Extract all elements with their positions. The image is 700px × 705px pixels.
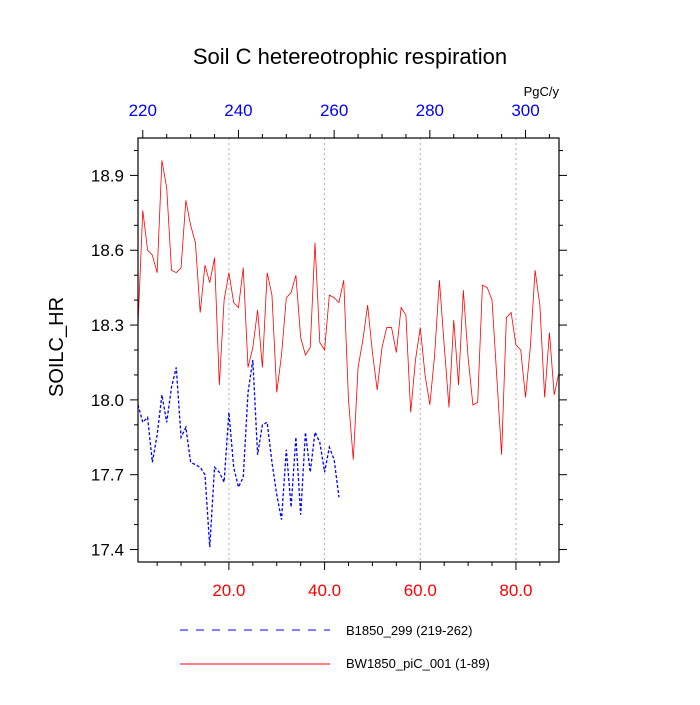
x-top-tick-label: 240 bbox=[224, 101, 252, 120]
y-tick-label: 17.4 bbox=[91, 541, 124, 560]
x-bottom-tick-label: 20.0 bbox=[212, 581, 245, 600]
y-tick-label: 18.6 bbox=[91, 241, 124, 260]
x-bottom-tick-label: 80.0 bbox=[499, 581, 532, 600]
x-top-tick-label: 260 bbox=[320, 101, 348, 120]
y-axis-label: SOILC_HR bbox=[46, 297, 68, 397]
series-line-b1850_299 bbox=[137, 359, 340, 548]
x-bottom-tick-label: 60.0 bbox=[404, 581, 437, 600]
chart-title: Soil C hetereotrophic respiration bbox=[193, 44, 507, 69]
x-top-tick-label: 280 bbox=[416, 101, 444, 120]
units-label: PgC/y bbox=[524, 84, 560, 99]
legend: B1850_299 (219-262) BW1850_piC_001 (1-89… bbox=[180, 623, 490, 671]
legend-label-bw1850: BW1850_piC_001 (1-89) bbox=[346, 656, 490, 671]
y-tick-label: 18.3 bbox=[91, 316, 124, 335]
y-tick-label: 18.9 bbox=[91, 166, 124, 185]
tick-labels: 17.4 17.7 18.0 18.3 18.6 18.9 20.0 40.0 60.0 80.0… bbox=[91, 101, 540, 600]
y-tick-label: 17.7 bbox=[91, 466, 124, 485]
x-top-tick-label: 220 bbox=[129, 101, 157, 120]
plot-frame bbox=[137, 137, 560, 563]
axis-ticks bbox=[130, 130, 567, 570]
x-top-tick-label: 300 bbox=[511, 101, 539, 120]
legend-label-b1850: B1850_299 (219-262) bbox=[346, 623, 473, 638]
y-tick-label: 18.0 bbox=[91, 391, 124, 410]
series-lines bbox=[137, 160, 560, 548]
x-bottom-tick-label: 40.0 bbox=[308, 581, 341, 600]
series-line-bw1850_pic_001 bbox=[137, 160, 560, 460]
